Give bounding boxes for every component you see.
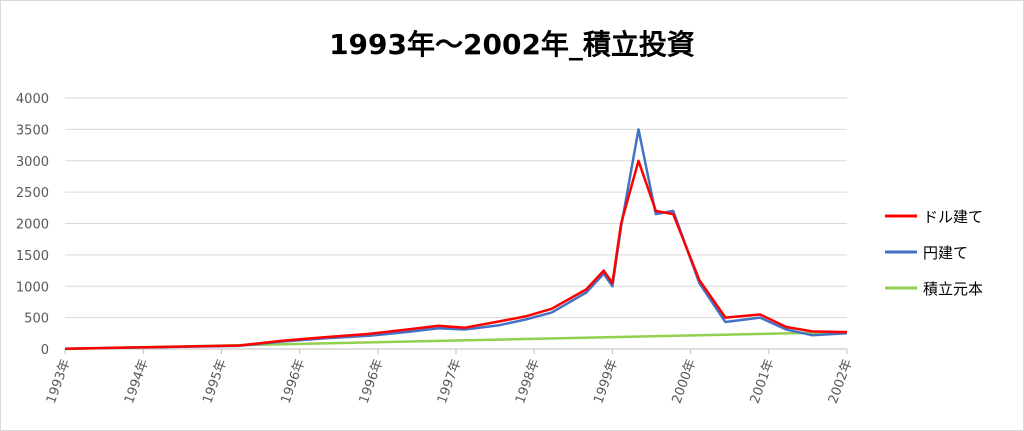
- y-tick-label: 1500: [16, 249, 49, 264]
- x-tick-label: 1995年: [200, 357, 230, 405]
- x-tick-label: 2000年: [669, 357, 699, 405]
- series-lines: [64, 128, 848, 351]
- legend-label-1: 円建て: [923, 244, 968, 262]
- x-tick-label: 1993年: [44, 357, 74, 405]
- chart-title: 1993年～2002年_積立投資: [329, 28, 695, 61]
- grid-lines: [65, 97, 847, 350]
- x-tick-label: 1996年: [278, 357, 308, 405]
- y-tick-label: 1000: [16, 280, 49, 295]
- y-tick-label: 3000: [16, 155, 49, 170]
- legend-label-2: 積立元本: [923, 280, 983, 298]
- x-tick-label: 1997年: [435, 357, 465, 405]
- x-axis-ticks: 1993年 1994年 1995年 1996年 1996年 1997年 1998年 1999年…: [44, 349, 856, 406]
- series-line-0: [64, 159, 848, 350]
- x-tick-label: 1996年: [357, 357, 387, 405]
- y-axis-ticks: 0 500 1000 1500 2000 2500 3000 3500 4000: [16, 92, 49, 358]
- x-tick-label: 1999年: [591, 357, 621, 405]
- y-tick-label: 4000: [16, 92, 49, 107]
- x-tick-label: 2001年: [748, 357, 778, 405]
- y-tick-label: 2000: [16, 218, 49, 233]
- legend-label-0: ドル建て: [923, 208, 983, 226]
- series-line-1: [64, 128, 848, 350]
- y-tick-label: 0: [41, 343, 49, 358]
- y-tick-label: 500: [24, 312, 49, 327]
- x-tick-label: 1994年: [122, 357, 152, 405]
- y-tick-label: 3500: [16, 123, 49, 138]
- x-tick-label: 2002年: [826, 357, 856, 405]
- x-tick-label: 1998年: [513, 357, 543, 405]
- y-tick-label: 2500: [16, 186, 49, 201]
